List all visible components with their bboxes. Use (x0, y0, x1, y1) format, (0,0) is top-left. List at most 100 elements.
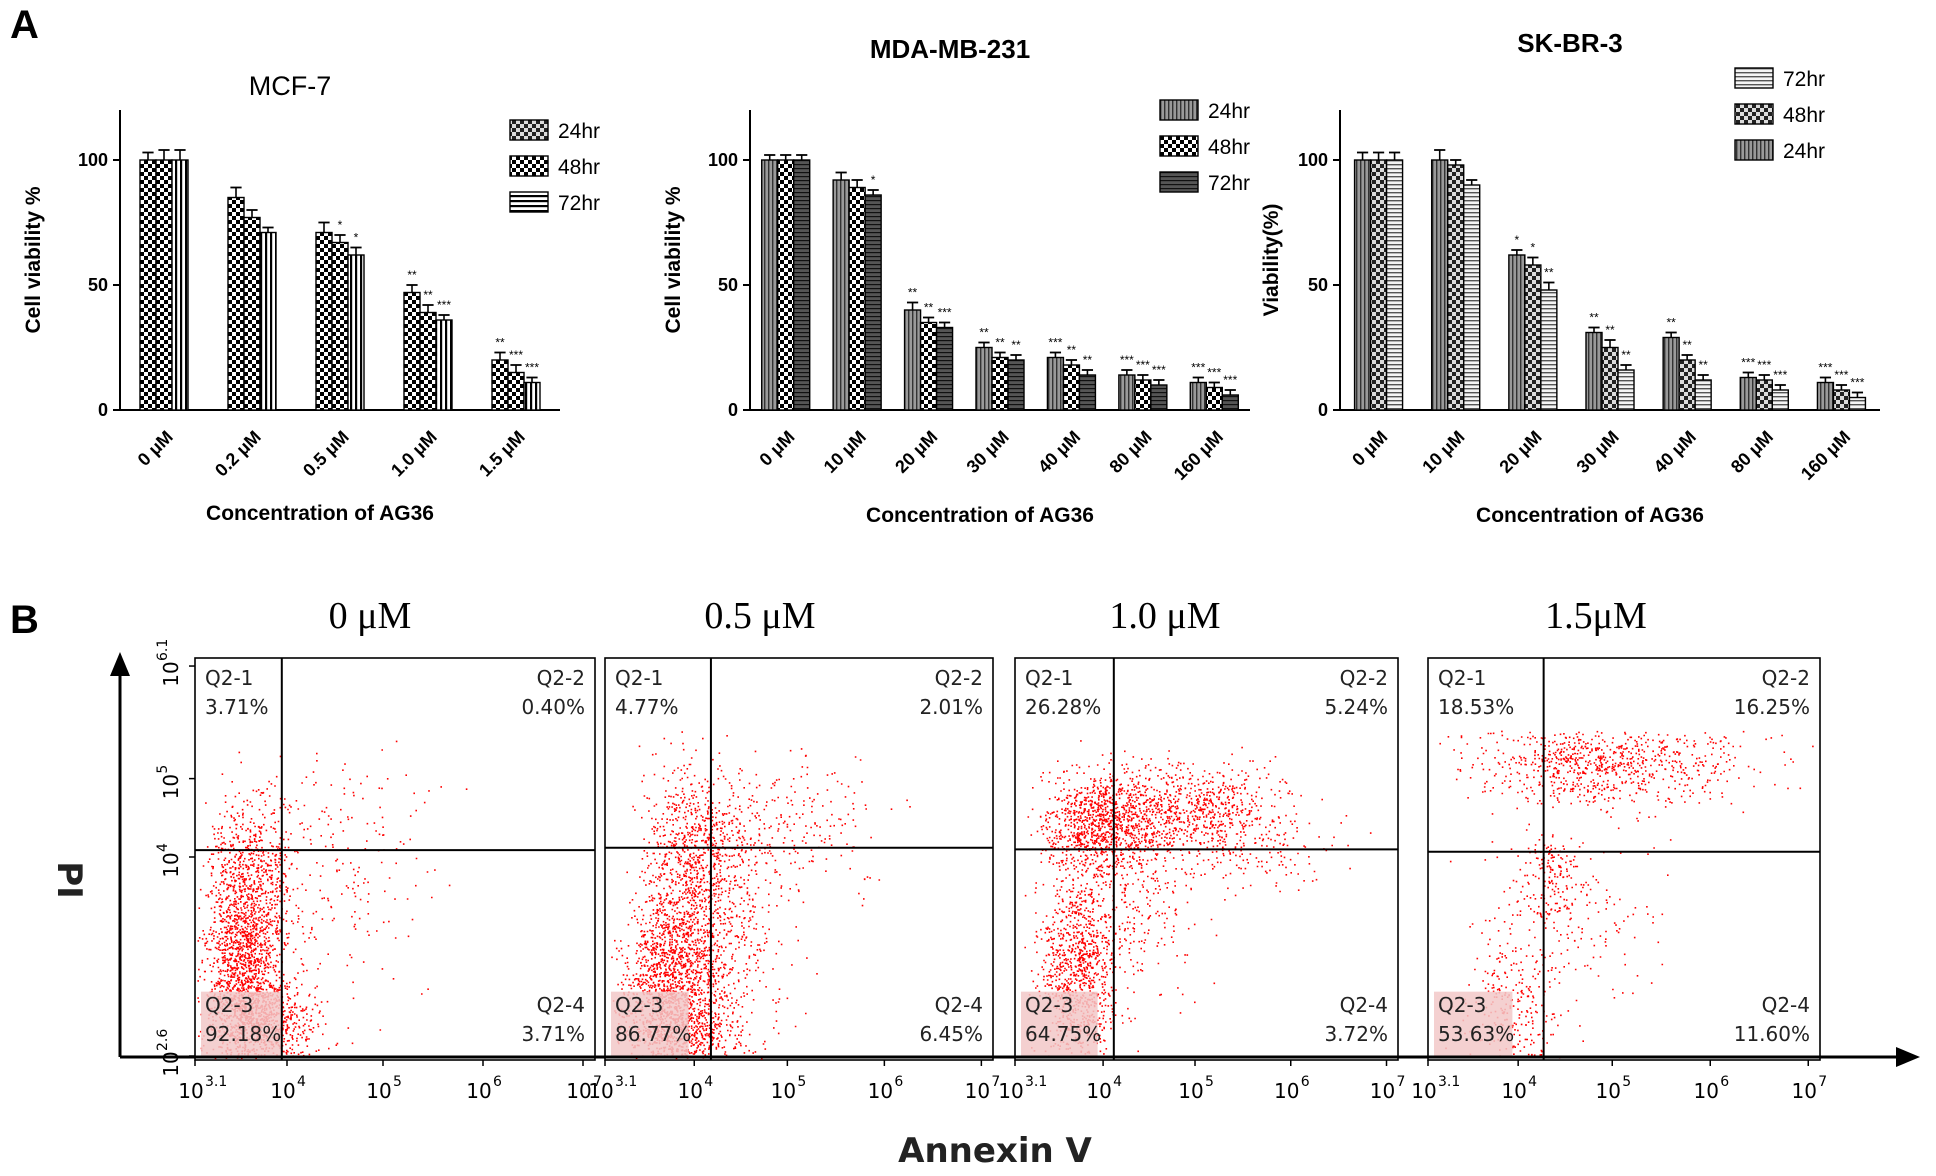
x-tick-exponent: 5 (393, 1074, 402, 1090)
y-tick-label: 0 (728, 400, 738, 420)
significance-mark: * (1515, 233, 1520, 247)
legend-swatch (509, 119, 549, 141)
quadrant-name: Q2-4 (537, 993, 585, 1017)
bar-24hr-5 (1739, 376, 1757, 411)
significance-mark: *** (525, 361, 539, 375)
x-tick-exponent: 6 (493, 1074, 502, 1090)
y-tick-base: 10 (159, 1051, 183, 1076)
bar-chart-1: MCF-7 0 50 100 Cell viability % Concentration… (22, 71, 600, 525)
significance-mark: * (1531, 241, 1536, 255)
x-category-label: 80 μM (1105, 427, 1155, 477)
quadrant-percent: 3.71% (205, 695, 269, 719)
bar-48hr-3 (419, 311, 437, 411)
y-axis-title: Viability(%) (1260, 204, 1283, 317)
x-tick-base: 10 (178, 1079, 203, 1103)
quadrant-percent: 0.40% (521, 695, 585, 719)
bar-24hr-3 (975, 346, 993, 411)
bar-24hr-2 (315, 231, 333, 411)
bar-48hr-5 (1755, 379, 1773, 411)
x-category-label: 20 μM (1495, 427, 1545, 477)
significance-mark: *** (437, 298, 451, 312)
x-tick-exponent: 5 (1205, 1074, 1214, 1090)
panel-label-b: B (10, 598, 39, 642)
y-tick-base: 10 (159, 852, 183, 877)
significance-mark: ** (979, 326, 989, 340)
x-tick-base: 10 (1501, 1079, 1526, 1103)
quadrant-name: Q2-2 (537, 666, 585, 690)
flow-dots (1024, 740, 1372, 1059)
bar-24hr-3 (1585, 331, 1603, 411)
bar-72hr-4 (1694, 379, 1712, 411)
quadrant-percent: 92.18% (205, 1022, 281, 1046)
significance-mark: *** (1191, 361, 1205, 375)
x-category-label: 160 μM (1797, 427, 1854, 484)
significance-mark: *** (1223, 373, 1237, 387)
y-tick-label: 0 (98, 400, 108, 420)
significance-mark: *** (1741, 356, 1755, 370)
x-tick-base: 10 (1792, 1079, 1817, 1103)
significance-mark: *** (1834, 368, 1848, 382)
bar-72hr-0 (171, 159, 189, 411)
bar-48hr-0 (777, 159, 795, 411)
bar-72hr-3 (1007, 359, 1025, 411)
x-category-label: 10 μM (1418, 427, 1468, 477)
y-tick-label: 50 (718, 275, 738, 295)
bar-72hr-5 (1150, 384, 1168, 411)
significance-mark: * (354, 231, 359, 245)
gate-highlight (201, 991, 281, 1056)
bar-24hr-0 (1353, 159, 1372, 411)
bar-72hr-0 (793, 159, 811, 411)
x-tick-exponent: 5 (797, 1074, 806, 1090)
y-tick-exponent: 5 (155, 765, 171, 774)
quadrant-percent: 3.71% (521, 1022, 585, 1046)
quadrant-percent: 6.45% (919, 1022, 983, 1046)
x-tick-base: 10 (1274, 1079, 1299, 1103)
x-tick-base: 10 (1178, 1079, 1203, 1103)
legend-label: 48hr (558, 156, 600, 179)
x-tick-base: 10 (588, 1079, 613, 1103)
quadrant-name: Q2-2 (1340, 666, 1388, 690)
x-tick-exponent: 5 (1622, 1074, 1631, 1090)
bar-24hr-2 (1508, 254, 1526, 411)
legend-swatch (509, 191, 549, 213)
significance-mark: ** (924, 301, 934, 315)
x-tick-base: 10 (868, 1079, 893, 1103)
chart-title: MDA-MB-231 (870, 34, 1030, 64)
legend-label: 24hr (1208, 100, 1250, 123)
bar-72hr-2 (347, 254, 365, 411)
significance-mark: ** (1067, 343, 1077, 357)
quadrant-name: Q2-3 (205, 993, 253, 1017)
chart-title: MCF-7 (249, 71, 332, 101)
x-tick-base: 10 (270, 1079, 295, 1103)
chart-title: SK-BR-3 (1517, 28, 1622, 58)
significance-mark: *** (1152, 363, 1166, 377)
significance-mark: ** (1682, 338, 1692, 352)
bar-24hr-1 (227, 196, 245, 411)
bar-24hr-6 (1816, 381, 1835, 411)
bar-72hr-4 (523, 381, 541, 411)
x-category-label: 1.0 μM (387, 427, 441, 481)
y-tick-label: 50 (1308, 275, 1328, 295)
x-tick-exponent: 4 (297, 1074, 306, 1090)
flow-cytometry-panels: 0 μM Q2-1 3.71% Q2-2 0.40% Q2-3 92.18% Q2-4 3.71… (155, 595, 1827, 1103)
quadrant-percent: 26.28% (1025, 695, 1101, 719)
x-tick-exponent: 7 (1818, 1074, 1827, 1090)
bar-48hr-2 (1524, 264, 1542, 411)
quadrant-name: Q2-4 (1340, 993, 1388, 1017)
x-category-label: 0.5 μM (299, 427, 353, 481)
x-tick-exponent: 4 (1528, 1074, 1537, 1090)
legend-swatch (1159, 171, 1199, 193)
significance-mark: *** (509, 348, 523, 362)
x-category-label: 1.5 μM (475, 427, 529, 481)
y-tick-label: 100 (1298, 150, 1328, 170)
quadrant-name: Q2-1 (615, 666, 663, 690)
legend-label: 48hr (1208, 136, 1250, 159)
bar-72hr-6 (1848, 396, 1867, 411)
x-tick-exponent: 3.1 (1438, 1074, 1460, 1090)
pi-axis-arrowhead (110, 652, 130, 676)
bar-24hr-0 (139, 159, 157, 411)
flow-panel-1: 0 μM Q2-1 3.71% Q2-2 0.40% Q2-3 92.18% Q2-4 3.71… (155, 595, 602, 1103)
gate-highlight (611, 991, 689, 1056)
bar-24hr-4 (1046, 356, 1065, 411)
x-tick-base: 10 (466, 1079, 491, 1103)
